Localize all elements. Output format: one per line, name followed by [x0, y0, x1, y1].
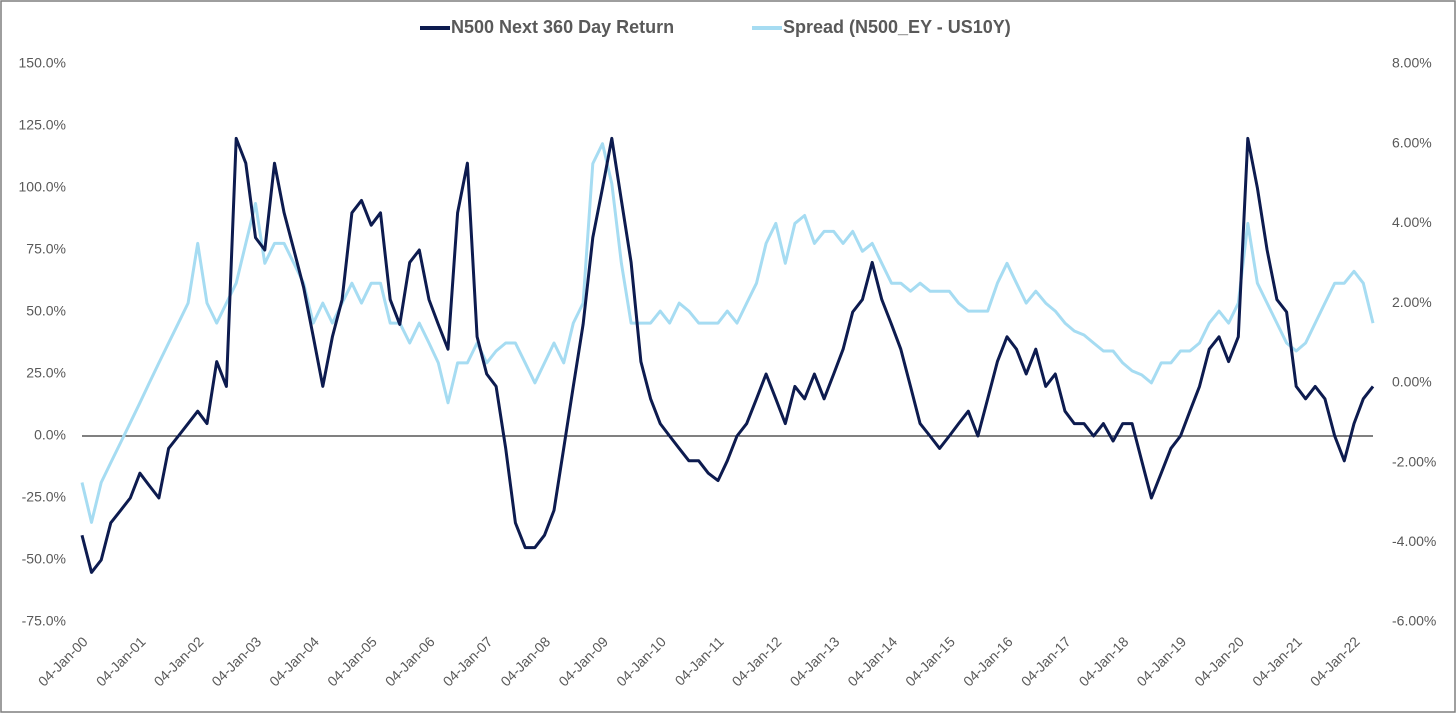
y-tick-label: 150.0%	[19, 55, 66, 71]
y-tick-label: 100.0%	[19, 179, 66, 195]
series-line	[80, 142, 1375, 524]
y2-tick-label: 2.00%	[1392, 294, 1432, 310]
y2-tick-label: -6.00%	[1392, 613, 1436, 629]
y2-tick-label: 0.00%	[1392, 374, 1432, 390]
legend-label: Spread (N500_EY - US10Y)	[783, 17, 1011, 37]
y-tick-label: 0.0%	[34, 427, 66, 443]
legend-label: N500 Next 360 Day Return	[451, 17, 674, 37]
y2-tick-label: -4.00%	[1392, 533, 1436, 549]
y-tick-label: 50.0%	[26, 303, 66, 319]
y2-tick-label: 8.00%	[1392, 55, 1432, 71]
y-tick-label: 125.0%	[19, 117, 66, 133]
y-tick-label: 25.0%	[26, 365, 66, 381]
y2-tick-label: 6.00%	[1392, 134, 1432, 150]
series-line	[80, 136, 1375, 574]
y-tick-label: -75.0%	[22, 613, 66, 629]
y2-tick-label: 4.00%	[1392, 214, 1432, 230]
y-tick-label: -25.0%	[22, 489, 66, 505]
y-tick-label: -50.0%	[22, 551, 66, 567]
y-tick-label: 75.0%	[26, 241, 66, 257]
y2-tick-label: -2.00%	[1392, 453, 1436, 469]
